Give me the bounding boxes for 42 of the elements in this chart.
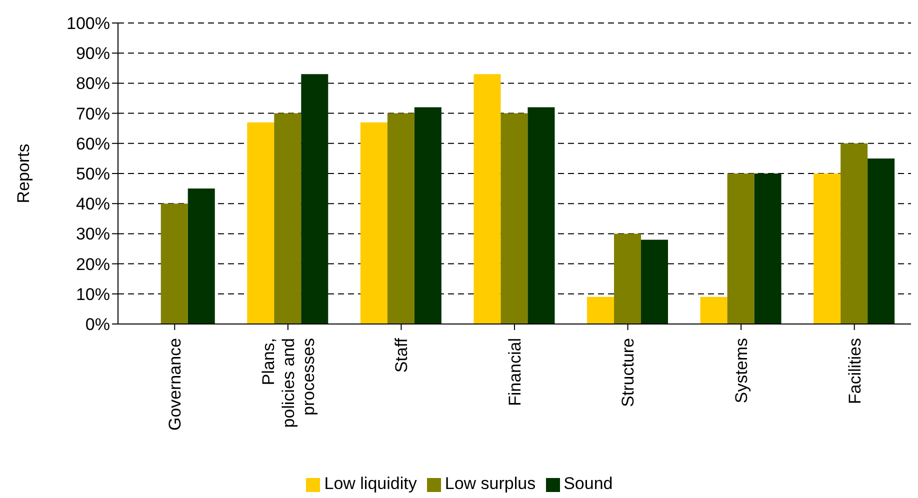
x-tick-label: Facilities: [845, 338, 864, 404]
bar: [301, 74, 328, 324]
x-tick-label: Plans, policies and processes: [258, 338, 318, 428]
legend-label: Low surplus: [444, 474, 536, 493]
legend-label: Low liquidity: [324, 474, 417, 493]
bar: [528, 107, 555, 324]
y-tick-label: 20%: [76, 254, 110, 274]
y-tick-label: 80%: [76, 74, 110, 94]
bar: [641, 240, 668, 324]
y-tick-label: 40%: [76, 194, 110, 214]
y-tick-label: 50%: [76, 164, 110, 184]
y-axis-title: Reports: [14, 144, 34, 204]
bar: [727, 174, 754, 324]
bar: [754, 174, 782, 324]
x-tick-label: Systems: [732, 338, 752, 404]
bar: [500, 113, 528, 324]
x-tick-label: Financial: [505, 338, 524, 406]
bar: [160, 204, 188, 324]
bar: [414, 107, 442, 324]
bar: [274, 113, 302, 324]
legend-label: Sound: [564, 474, 613, 493]
bar: [387, 113, 414, 324]
y-tick-label: 100%: [66, 14, 110, 34]
bar: [360, 122, 388, 324]
bar: [587, 296, 614, 324]
bar: [247, 122, 274, 324]
x-tick-label: Structure: [618, 338, 638, 407]
x-tick-label: Staff: [392, 338, 412, 373]
bar: [614, 234, 642, 324]
y-tick-label: 30%: [76, 224, 110, 244]
x-tick-label: Governance: [166, 338, 185, 431]
y-tick-label: 10%: [76, 284, 110, 304]
bar: [814, 174, 841, 324]
y-tick-label: 70%: [76, 104, 110, 124]
bar: [840, 143, 868, 324]
bar: [474, 74, 501, 324]
y-tick-label: 60%: [76, 134, 110, 154]
y-tick-label: 90%: [76, 44, 110, 64]
bar: [700, 296, 728, 324]
bar: [868, 158, 895, 324]
y-tick-label: 0%: [85, 315, 110, 334]
bar: [188, 188, 215, 324]
